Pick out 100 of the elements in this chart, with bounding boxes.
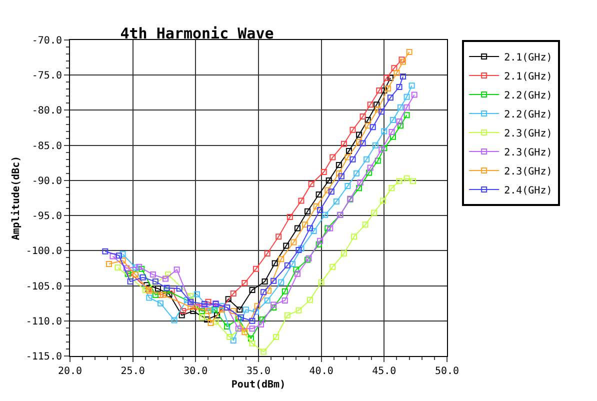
- point: [317, 206, 324, 213]
- point: [120, 258, 126, 264]
- point: [290, 239, 297, 246]
- point: [212, 318, 219, 325]
- point: [360, 114, 366, 120]
- point: [166, 291, 172, 298]
- point: [162, 276, 169, 282]
- y-tick-label: -85.0: [32, 140, 62, 152]
- point: [208, 307, 214, 314]
- point: [259, 316, 266, 322]
- point: [140, 274, 146, 280]
- point: [157, 292, 164, 298]
- point: [354, 170, 360, 176]
- point: [381, 128, 388, 134]
- point: [366, 170, 372, 176]
- point: [230, 290, 236, 296]
- point: [194, 304, 200, 310]
- point: [294, 225, 300, 232]
- y-tick-label: -115.0: [26, 352, 62, 362]
- point: [333, 198, 340, 205]
- point: [270, 304, 277, 311]
- legend-label: 2.3(GHz): [504, 166, 552, 178]
- point: [132, 272, 138, 278]
- point: [372, 142, 378, 148]
- point: [230, 308, 236, 314]
- point: [374, 158, 381, 164]
- point: [330, 264, 336, 270]
- point: [176, 286, 182, 292]
- point: [310, 228, 317, 234]
- point: [298, 246, 304, 252]
- point: [362, 222, 368, 228]
- point: [252, 266, 259, 272]
- point: [230, 338, 236, 344]
- point: [224, 324, 230, 330]
- point: [282, 288, 288, 294]
- point: [410, 178, 416, 184]
- x-tick-label: 50.0: [434, 366, 460, 377]
- point: [376, 88, 382, 94]
- point: [340, 140, 347, 147]
- point: [322, 212, 328, 218]
- point: [324, 225, 331, 232]
- point: [396, 118, 402, 124]
- point: [254, 303, 260, 310]
- point: [157, 300, 164, 306]
- point: [320, 169, 327, 176]
- point: [388, 185, 395, 192]
- point: [293, 266, 300, 273]
- y-tick-label: -75.0: [32, 70, 62, 82]
- point: [127, 270, 134, 276]
- point: [313, 203, 320, 210]
- point: [178, 312, 185, 318]
- chart-title: 4th Harmonic Wave: [120, 24, 274, 43]
- point: [400, 74, 406, 80]
- point: [387, 74, 394, 81]
- point: [205, 298, 212, 305]
- point: [370, 124, 376, 130]
- point: [116, 252, 122, 259]
- point: [367, 102, 374, 108]
- point: [164, 284, 170, 291]
- point: [154, 286, 161, 292]
- point: [302, 222, 308, 228]
- point: [404, 94, 410, 100]
- point: [124, 265, 130, 272]
- point: [298, 198, 304, 204]
- point: [201, 301, 208, 308]
- point: [190, 308, 196, 314]
- point: [249, 326, 256, 332]
- point: [198, 308, 205, 314]
- point: [165, 272, 172, 278]
- point: [380, 198, 386, 204]
- point: [249, 286, 256, 293]
- point: [387, 94, 394, 101]
- point: [235, 316, 242, 322]
- y-tick-label: -95.0: [32, 211, 62, 222]
- point: [278, 279, 284, 286]
- point: [136, 264, 142, 270]
- point: [384, 74, 390, 81]
- point: [371, 210, 378, 216]
- point: [330, 154, 336, 160]
- point: [317, 238, 324, 244]
- point: [235, 326, 242, 332]
- legend-label: 2.1(GHz): [504, 52, 552, 64]
- point: [242, 306, 249, 313]
- point: [391, 65, 398, 72]
- point: [282, 298, 288, 304]
- point: [212, 306, 218, 313]
- point: [296, 307, 302, 314]
- point: [152, 278, 158, 285]
- point: [390, 134, 396, 140]
- point: [236, 306, 243, 313]
- point: [238, 326, 244, 332]
- y-tick-label: -70.0: [32, 36, 62, 46]
- point: [404, 112, 410, 118]
- point: [138, 266, 145, 272]
- point: [404, 104, 410, 110]
- legend-label: 2.4(GHz): [504, 185, 552, 196]
- point: [338, 173, 344, 180]
- legend-label: 2.2(GHz): [504, 109, 552, 120]
- point: [106, 261, 112, 268]
- point: [364, 156, 370, 162]
